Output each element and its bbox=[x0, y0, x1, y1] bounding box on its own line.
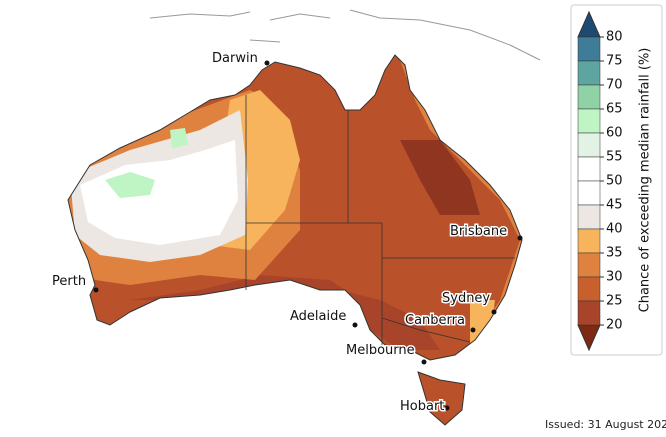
legend-band bbox=[577, 252, 601, 278]
city-label: Hobart bbox=[400, 399, 444, 414]
city-label: Adelaide bbox=[290, 309, 346, 324]
city-label: Canberra bbox=[405, 313, 465, 328]
issued: Issued: 31 August 2023 bbox=[545, 418, 666, 431]
city-dot bbox=[264, 60, 270, 66]
city-label: Darwin bbox=[212, 51, 258, 66]
legend-band bbox=[577, 204, 601, 230]
islands bbox=[149, 9, 541, 61]
legend-tick-label: 35 bbox=[606, 246, 623, 261]
legend-tick-label: 40 bbox=[606, 222, 623, 237]
state-borders bbox=[245, 95, 515, 345]
legend-tick-label: 80 bbox=[606, 30, 623, 45]
legend-tick-label: 55 bbox=[606, 150, 623, 165]
legend-band bbox=[577, 180, 601, 206]
city-dot bbox=[93, 287, 99, 293]
legend-band bbox=[577, 60, 601, 86]
rainfall-field bbox=[68, 55, 522, 425]
city-dot bbox=[421, 359, 427, 365]
legend-band bbox=[577, 276, 601, 302]
city-label: Perth bbox=[52, 274, 86, 289]
city-dot bbox=[352, 322, 358, 328]
city-label: Sydney bbox=[442, 291, 490, 306]
legend-tick-label: 50 bbox=[606, 174, 623, 189]
legend-band bbox=[577, 132, 601, 158]
legend-tick-label: 25 bbox=[606, 294, 623, 309]
legend-tick-label: 65 bbox=[606, 102, 623, 117]
legend-band bbox=[577, 108, 601, 134]
legend-tick-label: 20 bbox=[606, 318, 623, 333]
city-dot bbox=[444, 405, 450, 411]
legend-tick-label: 75 bbox=[606, 54, 623, 69]
legend-tick-label: 30 bbox=[606, 270, 623, 285]
legend-tick-label: 45 bbox=[606, 198, 623, 213]
city-dot bbox=[517, 235, 523, 241]
legend-band bbox=[577, 156, 601, 182]
city-dot bbox=[470, 327, 476, 333]
city-label: Brisbane bbox=[450, 224, 507, 239]
legend-tick-label: 70 bbox=[606, 78, 623, 93]
legend-title: Chance of exceeding median rainfall (%) bbox=[638, 48, 653, 313]
legend-band bbox=[577, 36, 601, 62]
legend-tick-label: 60 bbox=[606, 126, 623, 141]
city-dot bbox=[491, 309, 497, 315]
city-label: Melbourne bbox=[346, 343, 415, 358]
legend-band bbox=[577, 84, 601, 110]
legend-band bbox=[577, 228, 601, 254]
legend-band bbox=[577, 300, 601, 326]
